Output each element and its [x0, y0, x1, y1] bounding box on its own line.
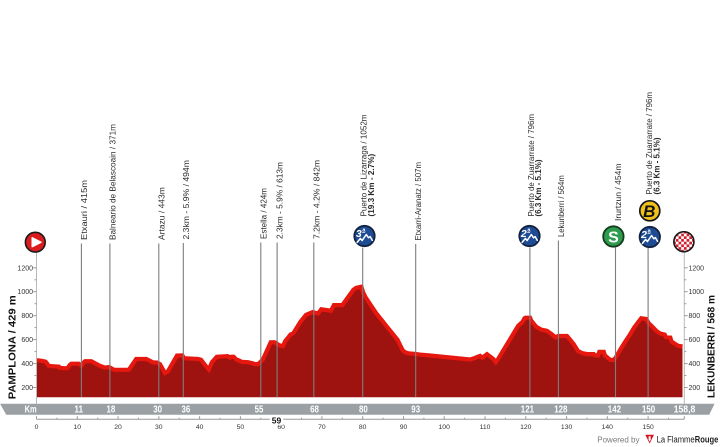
svg-text:800: 800	[689, 313, 701, 320]
svg-text:(19.3 Km - 2.7%): (19.3 Km - 2.7%)	[366, 154, 376, 217]
svg-text:Puerto de Zuarrarrate / 796m: Puerto de Zuarrarrate / 796m	[526, 114, 536, 217]
svg-text:60: 60	[277, 424, 285, 431]
svg-text:59: 59	[272, 415, 282, 425]
svg-text:130: 130	[561, 424, 573, 431]
svg-text:11: 11	[74, 405, 83, 416]
svg-text:3: 3	[356, 228, 362, 240]
svg-text:400: 400	[21, 361, 33, 368]
svg-text:2: 2	[520, 228, 527, 240]
svg-text:Balneario de Belascoain / 371m: Balneario de Belascoain / 371m	[107, 124, 117, 240]
svg-text:200: 200	[689, 385, 701, 392]
svg-text:LEKUNBERRI / 568 m: LEKUNBERRI / 568 m	[706, 295, 718, 398]
svg-text:S: S	[608, 229, 619, 246]
svg-text:Puerto de Lizarraga / 1052m: Puerto de Lizarraga / 1052m	[359, 115, 369, 217]
svg-text:30: 30	[155, 424, 163, 431]
svg-text:Lekunberri / 564m: Lekunberri / 564m	[556, 175, 566, 237]
svg-text:93: 93	[411, 405, 420, 416]
svg-text:(6.3 Km - 5.1%): (6.3 Km - 5.1%)	[651, 137, 661, 194]
svg-text:68: 68	[310, 405, 319, 416]
svg-text:36: 36	[182, 405, 191, 416]
svg-text:1000: 1000	[689, 289, 705, 296]
svg-text:Estella / 424m: Estella / 424m	[258, 188, 268, 239]
svg-text:158,8: 158,8	[674, 405, 696, 416]
svg-text:50: 50	[237, 424, 245, 431]
svg-text:1200: 1200	[17, 265, 33, 272]
svg-text:(6.3 Km - 5.1%): (6.3 Km - 5.1%)	[533, 159, 543, 216]
svg-text:600: 600	[21, 337, 33, 344]
svg-text:7.2km - 4.2% / 842m: 7.2km - 4.2% / 842m	[311, 160, 321, 239]
svg-text:80: 80	[359, 405, 368, 416]
svg-text:10: 10	[74, 424, 82, 431]
svg-text:800: 800	[21, 313, 33, 320]
svg-text:40: 40	[196, 424, 204, 431]
svg-text:20: 20	[114, 424, 122, 431]
svg-text:PAMPLONA / 429 m: PAMPLONA / 429 m	[7, 295, 19, 399]
svg-text:Rouge: Rouge	[695, 434, 719, 444]
svg-text:80: 80	[359, 424, 367, 431]
svg-text:140: 140	[602, 424, 614, 431]
svg-text:2: 2	[640, 229, 647, 241]
svg-text:Etxauri / 415m: Etxauri / 415m	[79, 180, 89, 240]
svg-text:1000: 1000	[17, 289, 33, 296]
svg-text:200: 200	[21, 385, 33, 392]
svg-text:a: a	[362, 227, 366, 233]
svg-text:120: 120	[520, 424, 532, 431]
svg-text:128: 128	[554, 405, 568, 416]
svg-text:18: 18	[107, 405, 116, 416]
svg-text:55: 55	[255, 405, 264, 416]
svg-text:0: 0	[35, 424, 39, 431]
svg-text:La Flamme: La Flamme	[657, 434, 695, 444]
svg-text:2.3km - 5.9% / 494m: 2.3km - 5.9% / 494m	[181, 160, 191, 239]
svg-text:90: 90	[400, 424, 408, 431]
svg-text:Km: Km	[25, 405, 37, 416]
svg-text:1200: 1200	[689, 265, 705, 272]
svg-text:600: 600	[689, 337, 701, 344]
svg-text:Artazu / 443m: Artazu / 443m	[156, 187, 166, 240]
svg-text:Irurtzun / 454m: Irurtzun / 454m	[613, 164, 623, 222]
svg-text:400: 400	[689, 361, 701, 368]
svg-text:Powered by: Powered by	[597, 435, 639, 444]
svg-text:a: a	[527, 227, 531, 233]
svg-text:B: B	[643, 202, 655, 221]
svg-text:150: 150	[642, 405, 656, 416]
svg-text:30: 30	[153, 405, 162, 416]
svg-text:121: 121	[521, 405, 535, 416]
svg-text:Etxarri-Aranatz / 507m: Etxarri-Aranatz / 507m	[413, 162, 423, 241]
svg-text:70: 70	[318, 424, 326, 431]
svg-text:Puerto de Zuarrarrate / 796m: Puerto de Zuarrarrate / 796m	[644, 92, 654, 195]
svg-text:142: 142	[608, 405, 622, 416]
svg-text:110: 110	[480, 424, 491, 431]
svg-text:2.3km - 5.9% / 613m: 2.3km - 5.9% / 613m	[275, 162, 285, 239]
svg-text:a: a	[648, 228, 652, 234]
svg-text:150: 150	[642, 424, 654, 431]
svg-text:100: 100	[439, 424, 451, 431]
